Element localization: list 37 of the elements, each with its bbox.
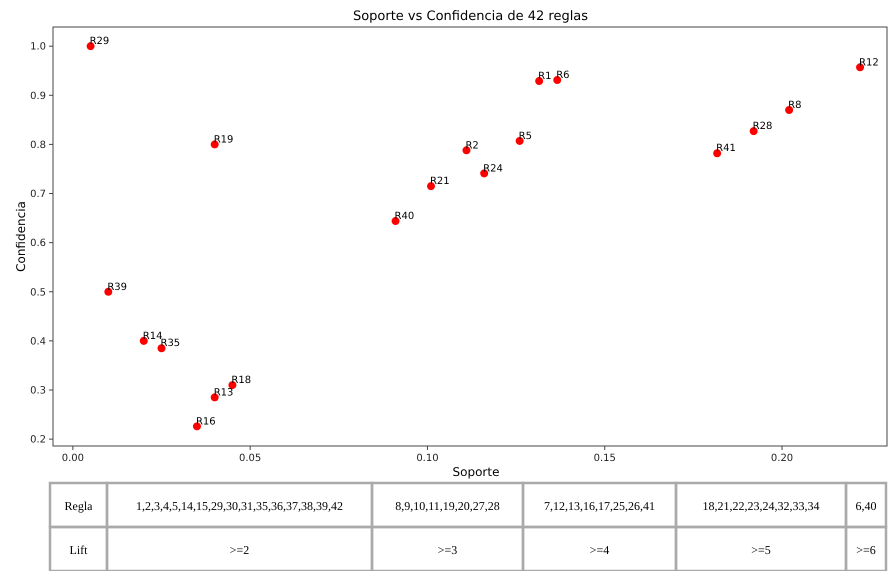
annotation: R41	[716, 143, 736, 154]
y-tick-label: 0.8	[30, 140, 46, 151]
annotation: R6	[556, 70, 570, 82]
y-tick-label: 0.7	[30, 189, 46, 200]
y-tick-label: 0.3	[30, 386, 46, 396]
annotation: R12	[859, 57, 879, 68]
rules-table: Regla 1,2,3,4,5,14,15,29,30,31,35,36,37,38,39,42 8,9,10,11,19,20,27,28 7,12,13,16,17,25,26,41 18,21,22,23,24,32,33,34 6,40 Lift >=2 >=3 >=4 >=5 >=6	[48, 482, 888, 571]
annotation: R14	[142, 330, 162, 342]
annotation: R13	[214, 387, 234, 398]
x-tick-label: 0.05	[239, 453, 262, 464]
annotation: R19	[214, 134, 234, 146]
annotation: R40	[394, 211, 414, 222]
y-tick-label: 0.6	[30, 238, 46, 250]
x-tick-label: 0.15	[594, 453, 616, 464]
annotation: R28	[752, 121, 772, 132]
annotation: R29	[90, 36, 110, 48]
annotation: R39	[107, 282, 128, 293]
y-tick-label: 0.5	[30, 287, 46, 298]
x-tick-label: 0.20	[770, 453, 794, 464]
y-axis-title: Confidencia	[14, 201, 28, 272]
annotation: R24	[483, 163, 503, 174]
y-tick-label: 0.4	[30, 336, 46, 348]
x-axis-title: Soporte	[452, 465, 500, 479]
y-tick-label: 0.2	[30, 434, 46, 446]
x-tick-label: 0.00	[62, 453, 84, 464]
chart-title: Soporte vs Confidencia de 42 reglas	[352, 9, 588, 24]
x-tick-label: 0.10	[416, 453, 439, 464]
annotation: R35	[160, 338, 180, 350]
y-tick-label: 1.0	[30, 42, 46, 53]
annotation: R2	[465, 140, 479, 152]
annotation: R21	[430, 176, 450, 188]
annotation: R8	[788, 100, 802, 112]
annotation: R18	[231, 375, 252, 386]
y-tick-label: 0.9	[30, 90, 46, 102]
annotation: R1	[538, 71, 552, 82]
annotation: R16	[196, 416, 216, 428]
annotation: R5	[518, 130, 532, 142]
